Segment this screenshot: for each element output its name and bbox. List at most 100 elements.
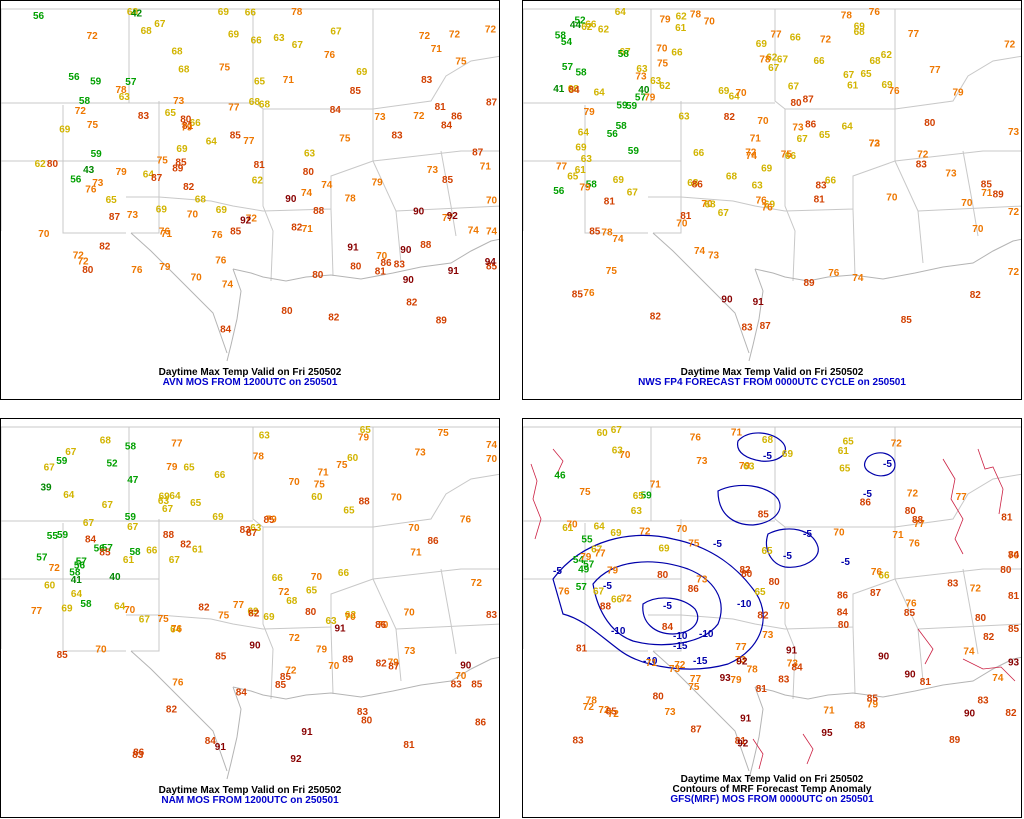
station-temp: 82: [183, 182, 195, 193]
station-temp: 72: [78, 256, 90, 267]
contour-label: -10: [611, 626, 626, 637]
station-temp: 84: [330, 105, 342, 116]
station-temp: 69: [764, 199, 776, 210]
station-temp: 78: [747, 665, 759, 676]
station-temp: 73: [708, 251, 720, 262]
station-temp: 78: [690, 10, 702, 21]
station-temp: 67: [620, 47, 632, 58]
panel-title: Daytime Max Temp Valid on Fri 250502: [158, 785, 342, 796]
station-temp: 68: [705, 199, 717, 210]
contour-line-positive: [962, 658, 1016, 682]
state-borders: [523, 8, 1021, 282]
station-temp: 88: [163, 530, 175, 541]
station-temp: 70: [408, 523, 420, 534]
station-temp: 67: [154, 19, 166, 30]
station-temp: 86: [688, 584, 700, 595]
station-temp: 76: [558, 587, 570, 598]
station-temp: 83: [486, 610, 498, 621]
state-borders: [523, 426, 1021, 700]
panel-nam-mos: 55 62 63 59 56 64 58 59 57 58 56 66 70 73 72 68 69 67 67 70…: [0, 418, 500, 818]
station-temp: 70: [455, 671, 467, 682]
station-temp: 87: [486, 97, 498, 108]
station-temp: 84: [220, 325, 232, 336]
station-temp: 84: [441, 120, 453, 131]
station-temp: 79: [644, 92, 656, 103]
station-temp: 60: [597, 428, 609, 439]
station-temp: 71: [480, 162, 492, 173]
station-temp: 82: [376, 659, 388, 670]
texas-coastline: [748, 268, 764, 362]
station-temp: 67: [65, 447, 77, 458]
station-temp: 63: [259, 430, 271, 441]
station-temp: 63: [250, 523, 262, 534]
station-temp: 80: [180, 115, 192, 126]
station-temp: 59: [616, 100, 628, 111]
station-temp: 67: [330, 27, 342, 38]
station-temp: 83: [240, 525, 252, 536]
station-temp: 69: [212, 512, 224, 523]
station-temp: 77: [31, 606, 43, 617]
station-temp: 88: [313, 206, 325, 217]
station-temp: 75: [218, 610, 230, 621]
station-temp: 63: [119, 92, 131, 103]
station-temp: 75: [688, 682, 700, 693]
contour-label: -5: [553, 566, 562, 577]
station-temp: 85: [867, 694, 879, 705]
station-temp: 73: [945, 169, 957, 180]
station-forecasts: 5664676659627268697470656366726868697073…: [33, 7, 498, 336]
station-temp: 82: [180, 540, 192, 551]
station-temp: 70: [736, 88, 748, 99]
station-temp: 85: [275, 680, 287, 691]
station-temp: 56: [33, 11, 45, 22]
station-temp: 66: [272, 573, 284, 584]
contour-label: -5: [663, 601, 672, 612]
gulf-coastline: [754, 238, 1021, 282]
station-temp: 63: [158, 496, 170, 507]
station-temp: 79: [316, 645, 328, 656]
station-temp: 71: [302, 224, 314, 235]
contour-label: -5: [863, 489, 872, 500]
panel-source: NAM MOS FROM 1200UTC on 250501: [161, 795, 339, 806]
station-temp: 76: [756, 196, 768, 207]
station-temp: 70: [124, 605, 136, 616]
station-temp: 72: [485, 24, 497, 35]
station-temp: 66: [338, 568, 350, 579]
station-temp: 69: [248, 606, 260, 617]
station-temp: 75: [314, 479, 326, 490]
station-temp: 79: [266, 515, 278, 526]
station-temp: 79: [580, 552, 592, 563]
station-temp: 64: [594, 87, 606, 98]
station-temp: 85: [471, 680, 483, 691]
station-temp: 82: [166, 704, 178, 715]
station-temp: 81: [735, 736, 747, 747]
station-temp: 78: [601, 228, 613, 239]
station-temp: 91: [301, 727, 313, 738]
station-temp: 71: [646, 658, 658, 669]
station-temp: 67: [162, 504, 174, 515]
station-temp: 81: [403, 740, 415, 751]
station-temp: 70: [567, 520, 579, 531]
station-temp: 89: [804, 278, 816, 289]
station-temp: 74: [321, 180, 333, 191]
station-temp: 88: [912, 515, 924, 526]
panel-title: Daytime Max Temp Valid on Fri 250502: [158, 367, 342, 378]
station-temp: 79: [358, 433, 370, 444]
station-temp: 85: [350, 86, 362, 97]
station-temp: 86: [805, 119, 817, 130]
station-temp: 76: [324, 50, 336, 61]
station-temp: 81: [1008, 591, 1020, 602]
station-temp: 58: [618, 49, 630, 60]
station-temp: 73: [374, 112, 386, 123]
station-temp: 67: [591, 544, 603, 555]
station-temp: 75: [657, 58, 669, 69]
station-temp: 72: [820, 35, 832, 46]
station-temp: 86: [428, 536, 440, 547]
station-temp: 70: [38, 229, 50, 240]
station-temp: 80: [653, 692, 665, 703]
station-temp: 89: [342, 655, 354, 666]
station-temp: 70: [404, 607, 416, 618]
station-temp: 69: [761, 163, 773, 174]
station-temp: 80: [838, 620, 850, 631]
station-temp: 70: [676, 524, 688, 535]
station-temp: 83: [978, 696, 990, 707]
